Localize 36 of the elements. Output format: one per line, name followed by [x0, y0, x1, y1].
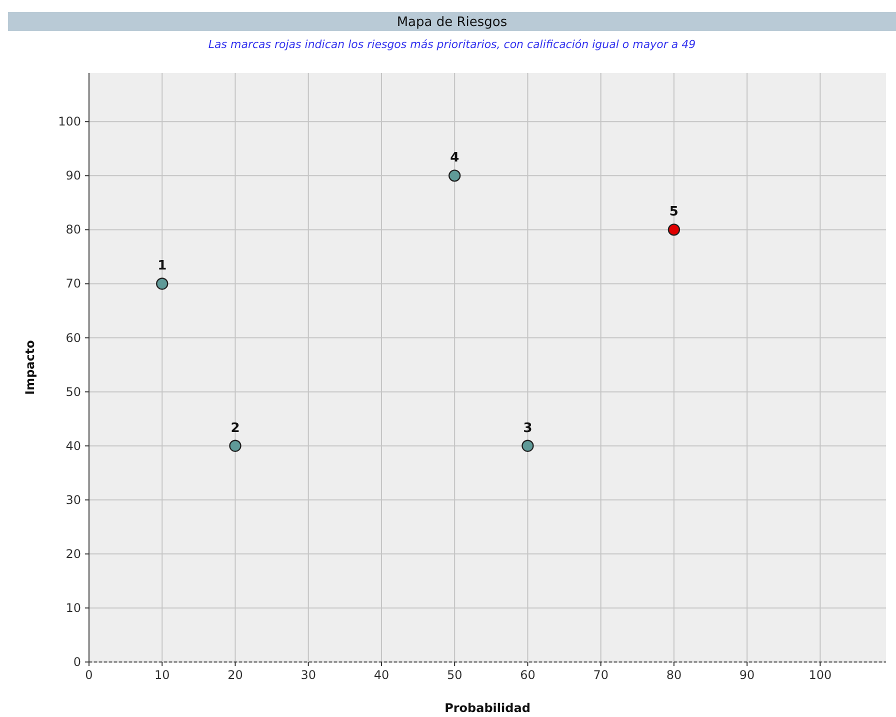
y-tick-label: 30 — [66, 492, 81, 507]
chart-subtitle: Las marcas rojas indican los riesgos más prioritarios, con calificación igual o mayor a 49 — [208, 38, 696, 51]
annotation: 4 — [450, 150, 460, 166]
x-tick-label: 70 — [593, 668, 608, 682]
point — [156, 278, 168, 290]
y-tick-label: 70 — [66, 276, 81, 291]
annotation: 2 — [230, 420, 240, 436]
y-tick-label: 100 — [58, 114, 81, 129]
x-tick-label: 50 — [446, 668, 462, 682]
point — [522, 440, 534, 452]
y-tick-label: 10 — [66, 600, 81, 615]
point — [229, 440, 242, 452]
y-tick-label: 80 — [66, 222, 81, 237]
x-tick-label: 100 — [808, 668, 832, 682]
annotation: 3 — [523, 420, 532, 436]
y-tick-label: 0 — [73, 655, 81, 669]
annotation: 5 — [669, 204, 678, 220]
x-tick-label: 20 — [228, 668, 243, 682]
x-tick-label: 30 — [300, 668, 316, 682]
annotation: 1 — [158, 258, 167, 274]
chart-title: Mapa de Riesgos — [396, 15, 508, 30]
y-tick-label: 20 — [66, 546, 81, 561]
x-axis-title: Probabilidad — [444, 701, 530, 715]
x-tick-label: 80 — [666, 668, 682, 682]
y-tick-label: 90 — [66, 168, 81, 183]
y-tick-label: 60 — [66, 330, 81, 345]
x-tick-label: 40 — [374, 668, 390, 682]
point — [668, 224, 680, 236]
y-tick-label: 40 — [66, 438, 81, 453]
x-tick-label: 10 — [154, 668, 170, 682]
x-tick-label: 60 — [520, 668, 536, 682]
x-tick-label: 0 — [85, 668, 93, 682]
y-tick-label: 50 — [66, 384, 81, 399]
x-tick-label: 90 — [739, 668, 755, 682]
point — [448, 170, 461, 182]
y-axis-title: Impacto — [23, 340, 37, 395]
